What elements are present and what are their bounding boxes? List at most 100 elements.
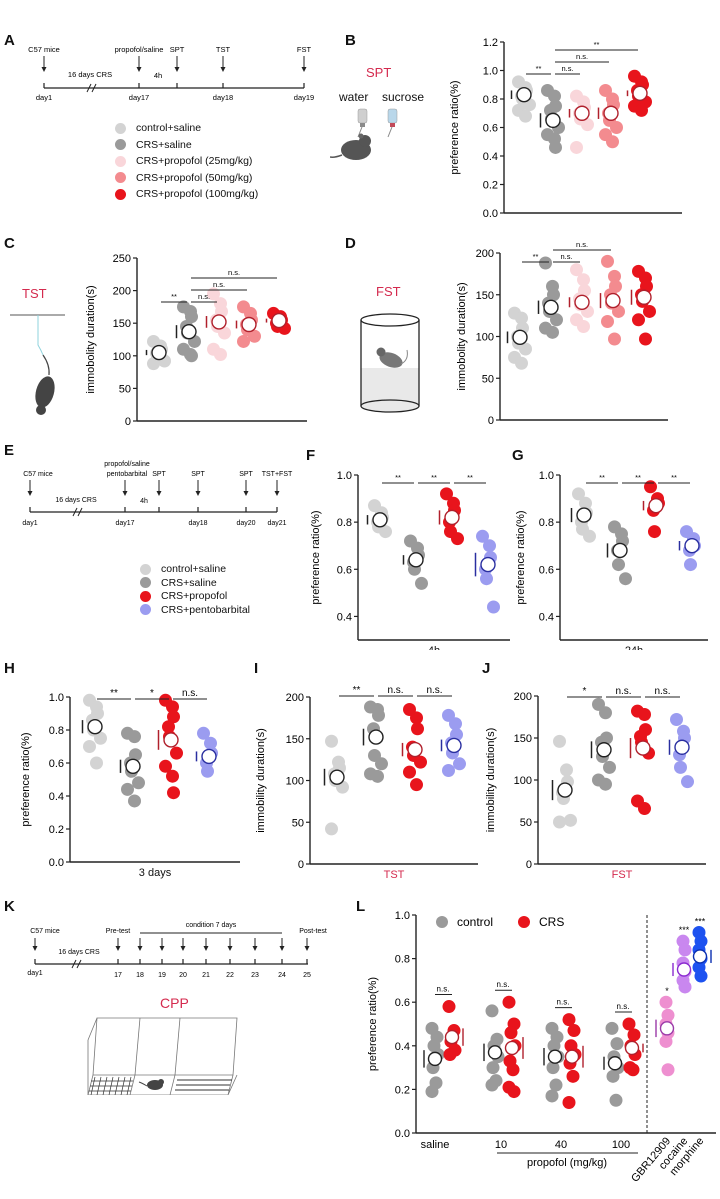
- timeline-day-label: 23: [251, 972, 259, 979]
- chart-b-spt: 0.0 0.2 0.4 0.6 0.8 1.0 1.2 preference ratio(%)…: [449, 37, 682, 220]
- gap-label: 4h: [140, 498, 148, 505]
- mean-marker: [504, 1040, 520, 1056]
- y-axis-label: preference ratio(%): [20, 732, 32, 826]
- chart-j-fst: 0 50 100 150 200 immobility duration(s) FST * n.…: [485, 686, 706, 880]
- panel-letter-d: D: [345, 235, 356, 252]
- panel-letter-k: K: [4, 898, 15, 915]
- spt-label: SPT: [366, 65, 392, 80]
- legend-item: CRS+saline: [115, 137, 192, 153]
- fst-label: FST: [376, 284, 401, 299]
- mean-marker: [545, 112, 561, 129]
- significance-label: *: [583, 686, 587, 697]
- arrow-head-icon: [115, 946, 121, 951]
- data-point-control: [547, 1039, 561, 1053]
- data-point: [415, 576, 428, 590]
- significance-label: **: [635, 473, 641, 482]
- significance-label: n.s.: [617, 1002, 630, 1011]
- y-tick-label: 150: [113, 318, 131, 330]
- chart-c-tst: 0 50 100 150 200 250 immobolity duration(s) ** n…: [85, 253, 307, 425]
- arrow-head-icon: [279, 946, 285, 951]
- y-tick-label: 1.2: [483, 37, 498, 49]
- legend-item: control+saline: [115, 120, 201, 136]
- data-point: [94, 731, 107, 745]
- y-tick-label: 1.0: [337, 470, 352, 482]
- panel-letter-j: J: [482, 660, 491, 677]
- y-tick-label: 100: [514, 775, 532, 787]
- arrow-head-icon: [32, 946, 38, 951]
- significance-label: n.s.: [497, 980, 510, 989]
- series-group: [678, 525, 701, 572]
- arrow-head-icon: [227, 946, 233, 951]
- data-point: [546, 325, 559, 339]
- significance-label: **: [467, 473, 473, 482]
- cpp-label: CPP: [160, 995, 189, 1011]
- timeline-day-label: day19: [294, 93, 314, 102]
- arrow-head-icon: [27, 491, 33, 496]
- group-10: n.s.: [483, 980, 524, 1099]
- mean-marker: [605, 292, 621, 309]
- arrow-head-icon: [304, 946, 310, 951]
- y-tick-label: 0.6: [49, 758, 64, 770]
- data-point: [601, 314, 614, 328]
- data-point: [515, 311, 528, 325]
- data-point: [185, 310, 198, 324]
- legend-item: CRS+propofol (100mg/kg): [115, 186, 258, 202]
- data-point: [410, 711, 423, 725]
- panel-letter-e: E: [4, 442, 15, 459]
- data-point: [577, 273, 590, 287]
- data-point: [606, 135, 619, 149]
- crs-duration-label: 16 days CRS: [55, 497, 97, 504]
- legend-swatch: [115, 172, 126, 183]
- data-point: [599, 706, 612, 720]
- arrow-head-icon: [137, 946, 143, 951]
- data-point-control: [546, 1061, 560, 1075]
- data-point: [449, 717, 462, 731]
- panel-letter-g: G: [512, 447, 524, 464]
- series-group: [599, 254, 625, 346]
- data-point: [128, 730, 141, 744]
- arrow-head-icon: [203, 946, 209, 951]
- significance-label: n.s.: [576, 52, 588, 61]
- y-tick-label: 0.6: [337, 564, 352, 576]
- y-tick-label: 1.0: [539, 470, 554, 482]
- significance-label: **: [171, 292, 177, 301]
- significance-label: **: [536, 64, 542, 73]
- y-tick-label: 0.0: [483, 208, 498, 220]
- mean-marker: [241, 316, 257, 333]
- data-point: [480, 572, 493, 586]
- posttest-label: Post-test: [299, 928, 327, 935]
- data-point: [599, 777, 612, 791]
- significance-label: n.s.: [615, 686, 631, 697]
- significance-label: n.s.: [576, 240, 588, 249]
- mean-marker: [607, 1056, 623, 1071]
- series-group: [440, 708, 466, 777]
- y-tick-label: 200: [514, 691, 532, 703]
- series-group: [629, 704, 655, 816]
- data-point-crs: [504, 1026, 518, 1040]
- mean-marker: [576, 507, 592, 523]
- timeline-a: C57 mice day1 propofol/saline day17 SPT TST da…: [28, 45, 314, 102]
- mean-marker: [446, 737, 462, 754]
- y-tick-label: 200: [476, 248, 494, 260]
- y-tick-label: 0.4: [337, 611, 352, 623]
- y-tick-label: 0.0: [49, 857, 64, 869]
- timeline-day-label: day17: [115, 520, 134, 527]
- swimming-mouse-icon: [376, 347, 408, 368]
- series-group: [642, 480, 665, 539]
- mean-marker: [684, 538, 700, 554]
- data-point: [451, 532, 464, 546]
- mean-marker: [408, 552, 424, 568]
- mean-marker: [557, 782, 573, 798]
- data-point: [166, 769, 179, 783]
- y-tick-label: 0.2: [49, 824, 64, 836]
- data-point: [635, 103, 648, 117]
- tst-mouse-illustration: [10, 314, 65, 415]
- mean-marker: [648, 497, 664, 514]
- data-point: [372, 708, 385, 722]
- mean-marker: [659, 1021, 675, 1036]
- timeline-day-label: 19: [158, 972, 166, 979]
- arrow-head-icon: [195, 491, 201, 496]
- timeline-event-label: propofol/saline: [115, 45, 164, 54]
- data-point: [581, 118, 594, 132]
- y-tick-label: 0.2: [483, 180, 498, 192]
